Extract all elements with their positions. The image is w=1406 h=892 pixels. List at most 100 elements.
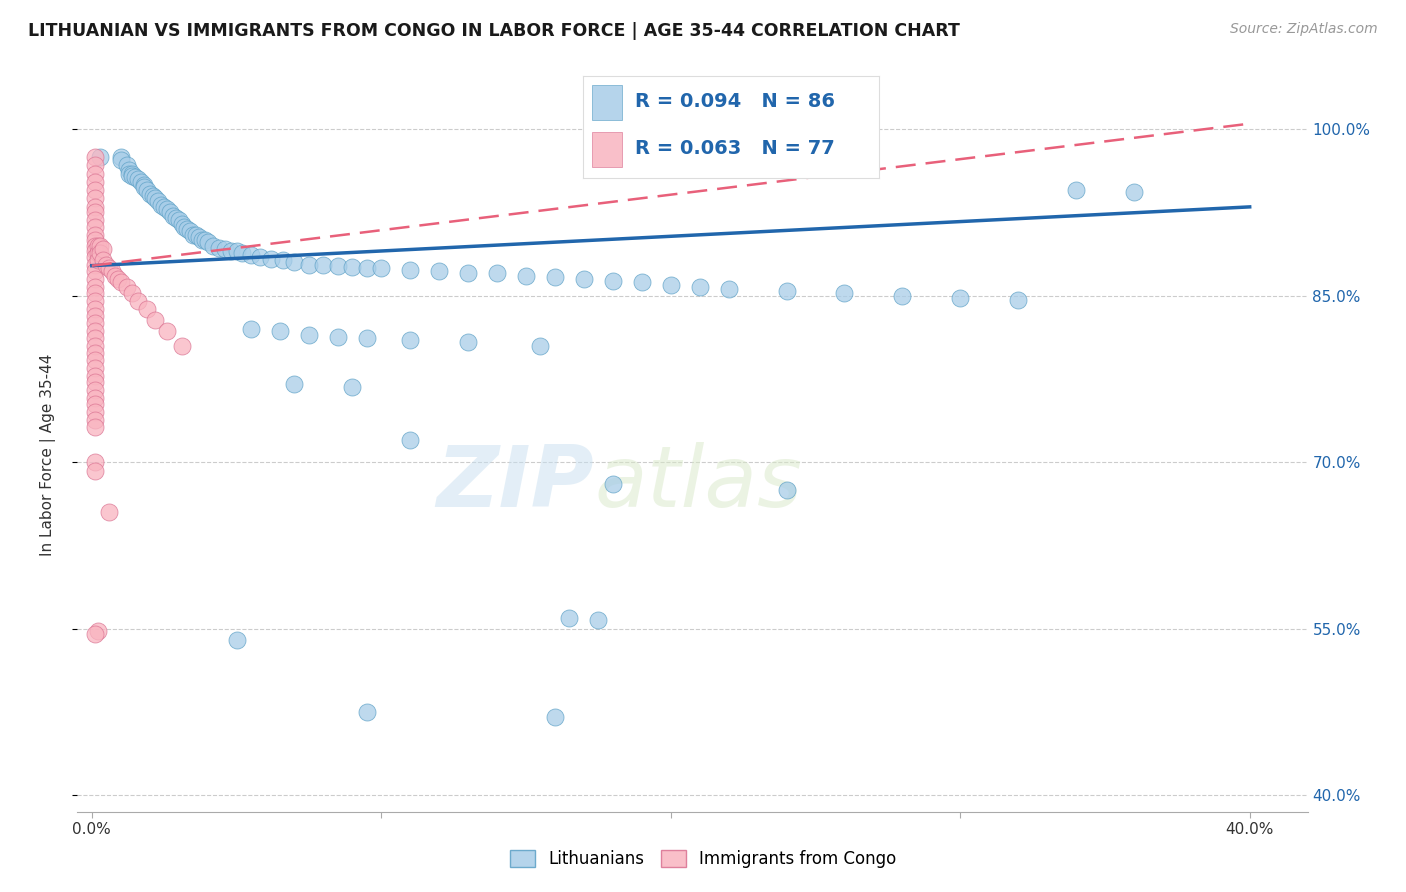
Point bbox=[83, 405, 105, 419]
Point bbox=[170, 217, 193, 231]
Point bbox=[83, 413, 105, 427]
Point bbox=[83, 167, 105, 181]
Point bbox=[89, 150, 111, 164]
Point bbox=[399, 263, 422, 277]
Point bbox=[135, 301, 157, 316]
Point bbox=[110, 153, 132, 168]
Point bbox=[399, 333, 422, 347]
Point bbox=[342, 379, 364, 393]
Point bbox=[93, 253, 115, 268]
Point bbox=[775, 284, 797, 298]
Point bbox=[83, 183, 105, 197]
Point bbox=[150, 197, 173, 211]
Point bbox=[165, 211, 187, 225]
Point bbox=[89, 238, 111, 252]
Point bbox=[83, 353, 105, 368]
Point bbox=[202, 238, 225, 252]
Point bbox=[83, 280, 105, 294]
Point bbox=[179, 224, 201, 238]
Point bbox=[269, 324, 291, 338]
Point bbox=[83, 301, 105, 316]
Point bbox=[572, 272, 595, 286]
Point bbox=[1064, 183, 1087, 197]
Point bbox=[326, 329, 349, 343]
Point bbox=[891, 288, 914, 302]
Point bbox=[83, 331, 105, 345]
Point bbox=[1007, 293, 1029, 307]
Point bbox=[83, 191, 105, 205]
Point bbox=[83, 213, 105, 227]
Point bbox=[225, 632, 247, 647]
Point bbox=[170, 338, 193, 352]
Point bbox=[127, 294, 149, 309]
Point bbox=[602, 477, 624, 491]
Point bbox=[271, 253, 294, 268]
Point bbox=[283, 377, 305, 392]
Point bbox=[83, 200, 105, 214]
Point bbox=[132, 180, 155, 194]
Point bbox=[356, 331, 378, 345]
Point bbox=[83, 264, 105, 278]
Point bbox=[121, 167, 143, 181]
Point bbox=[515, 268, 537, 283]
Point bbox=[225, 244, 247, 259]
Point bbox=[83, 294, 105, 309]
Point bbox=[83, 376, 105, 390]
Point bbox=[83, 309, 105, 323]
Point bbox=[231, 246, 253, 260]
Text: Source: ZipAtlas.com: Source: ZipAtlas.com bbox=[1230, 22, 1378, 37]
Point bbox=[86, 238, 108, 252]
Point bbox=[83, 627, 105, 641]
Point bbox=[98, 260, 121, 275]
Point bbox=[949, 291, 972, 305]
Point bbox=[356, 705, 378, 719]
Point bbox=[83, 158, 105, 172]
Text: atlas: atlas bbox=[595, 442, 801, 525]
Point bbox=[145, 191, 167, 205]
Point bbox=[544, 269, 567, 284]
Point bbox=[283, 255, 305, 269]
Point bbox=[602, 274, 624, 288]
Point bbox=[181, 227, 204, 242]
Point bbox=[240, 322, 263, 336]
Point bbox=[659, 277, 682, 292]
Point bbox=[173, 219, 195, 234]
Point bbox=[153, 200, 176, 214]
Text: R = 0.063   N = 77: R = 0.063 N = 77 bbox=[636, 138, 835, 158]
Point bbox=[83, 238, 105, 252]
Point bbox=[83, 233, 105, 247]
Point bbox=[98, 505, 121, 519]
Point bbox=[427, 264, 450, 278]
Point bbox=[159, 205, 181, 219]
Point bbox=[115, 158, 138, 172]
Point bbox=[101, 264, 124, 278]
Point bbox=[148, 194, 170, 209]
Point bbox=[370, 260, 392, 275]
Point bbox=[457, 267, 479, 281]
Point bbox=[86, 253, 108, 268]
Point bbox=[83, 383, 105, 397]
Point bbox=[83, 219, 105, 234]
Point bbox=[118, 163, 141, 178]
Point bbox=[104, 268, 127, 283]
Point bbox=[83, 205, 105, 219]
Y-axis label: In Labor Force | Age 35-44: In Labor Force | Age 35-44 bbox=[41, 354, 56, 556]
Point bbox=[86, 624, 108, 638]
Point bbox=[110, 276, 132, 290]
Point bbox=[83, 397, 105, 411]
Point bbox=[145, 313, 167, 327]
Point bbox=[83, 455, 105, 469]
Point bbox=[399, 433, 422, 447]
Point bbox=[83, 324, 105, 338]
Point bbox=[717, 282, 740, 296]
Point bbox=[326, 259, 349, 273]
Point bbox=[83, 317, 105, 331]
Point bbox=[107, 272, 129, 286]
Point bbox=[486, 267, 509, 281]
Point bbox=[83, 346, 105, 360]
Point bbox=[121, 169, 143, 183]
Point bbox=[83, 244, 105, 259]
Point bbox=[184, 227, 207, 242]
Point bbox=[83, 272, 105, 286]
Point bbox=[775, 483, 797, 497]
